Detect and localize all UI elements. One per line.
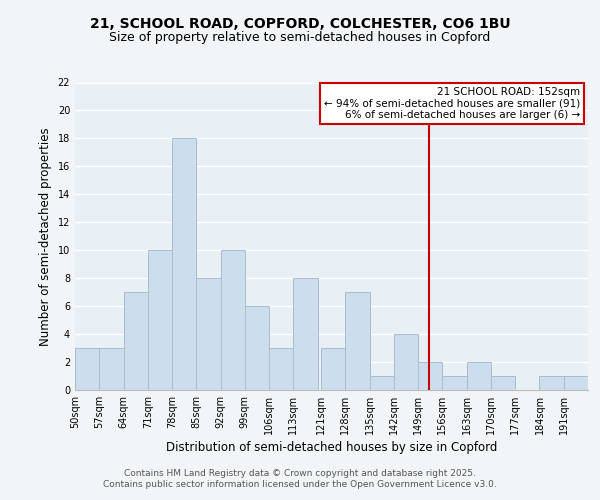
- Bar: [124, 292, 148, 390]
- Bar: [491, 376, 515, 390]
- Text: Size of property relative to semi-detached houses in Copford: Size of property relative to semi-detach…: [109, 31, 491, 44]
- Bar: [370, 376, 394, 390]
- Bar: [245, 306, 269, 390]
- Bar: [539, 376, 564, 390]
- Bar: [293, 278, 317, 390]
- Y-axis label: Number of semi-detached properties: Number of semi-detached properties: [39, 127, 52, 346]
- Text: Contains HM Land Registry data © Crown copyright and database right 2025.: Contains HM Land Registry data © Crown c…: [124, 469, 476, 478]
- Bar: [75, 348, 99, 390]
- X-axis label: Distribution of semi-detached houses by size in Copford: Distribution of semi-detached houses by …: [166, 441, 497, 454]
- Bar: [321, 348, 346, 390]
- Bar: [564, 376, 588, 390]
- Bar: [221, 250, 245, 390]
- Bar: [467, 362, 491, 390]
- Bar: [99, 348, 124, 390]
- Text: 21 SCHOOL ROAD: 152sqm
← 94% of semi-detached houses are smaller (91)
6% of semi: 21 SCHOOL ROAD: 152sqm ← 94% of semi-det…: [324, 87, 580, 120]
- Bar: [148, 250, 172, 390]
- Text: Contains public sector information licensed under the Open Government Licence v3: Contains public sector information licen…: [103, 480, 497, 489]
- Bar: [346, 292, 370, 390]
- Bar: [418, 362, 442, 390]
- Bar: [172, 138, 196, 390]
- Bar: [269, 348, 293, 390]
- Text: 21, SCHOOL ROAD, COPFORD, COLCHESTER, CO6 1BU: 21, SCHOOL ROAD, COPFORD, COLCHESTER, CO…: [89, 18, 511, 32]
- Bar: [394, 334, 418, 390]
- Bar: [442, 376, 467, 390]
- Bar: [196, 278, 221, 390]
